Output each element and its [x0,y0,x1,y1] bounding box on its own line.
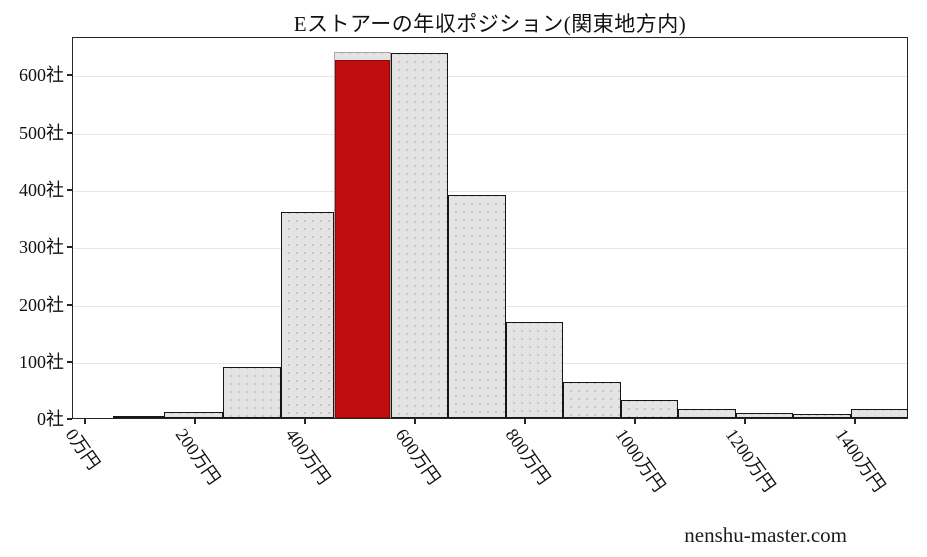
plot-area [72,37,909,419]
x-axis-tick [744,419,747,424]
histogram-bar [113,416,165,418]
x-axis-tick [84,419,87,424]
histogram-bar [506,321,563,418]
gridline [73,190,907,192]
chart-title: Eストアーの年収ポジション(関東地方内) [293,12,687,36]
histogram-bar [164,412,224,418]
gridline [73,76,907,78]
x-tick-label: 1200万円 [721,425,780,496]
watermark: nenshu-master.com [684,523,847,547]
x-axis-tick [524,419,527,424]
y-axis-tick [67,246,72,249]
x-tick-label: 200万円 [171,425,225,489]
y-tick-label: 300社 [19,237,64,258]
x-axis-tick [854,419,857,424]
y-tick-label: 400社 [19,179,64,200]
x-tick-label: 1400万円 [831,425,890,496]
y-axis-tick [67,131,72,134]
y-tick-label: 100社 [19,351,64,372]
histogram-bar [792,414,852,418]
y-tick-label: 0社 [37,409,64,429]
histogram-bar [563,381,622,418]
histogram-bar [678,408,737,418]
x-tick-label: 800万円 [501,425,555,489]
y-axis-tick [67,74,72,77]
y-axis-tick [67,188,72,191]
x-axis-tick [194,419,197,424]
gridline [73,133,907,135]
y-axis-tick [67,303,72,306]
x-axis-tick [414,419,417,424]
y-axis-tick [67,418,72,420]
x-axis-tick [304,419,307,424]
y-tick-label: 500社 [19,122,64,143]
y-tick-label: 600社 [19,65,64,86]
x-tick-label: 600万円 [391,425,445,489]
x-tick-label: 400万円 [281,425,335,489]
histogram-bar [851,409,909,418]
histogram-bar [281,211,335,418]
y-axis-tick [67,360,72,363]
histogram-bar [621,399,678,418]
histogram-bar [223,366,282,418]
x-tick-label: 0万円 [61,425,104,474]
histogram-bar [448,194,507,418]
histogram-bar-highlighted [335,59,391,418]
histogram-bar [391,52,449,418]
x-tick-label: 1000万円 [611,425,670,496]
x-axis-tick [634,419,637,424]
histogram-bar [736,412,793,418]
y-tick-label: 200社 [19,294,64,315]
